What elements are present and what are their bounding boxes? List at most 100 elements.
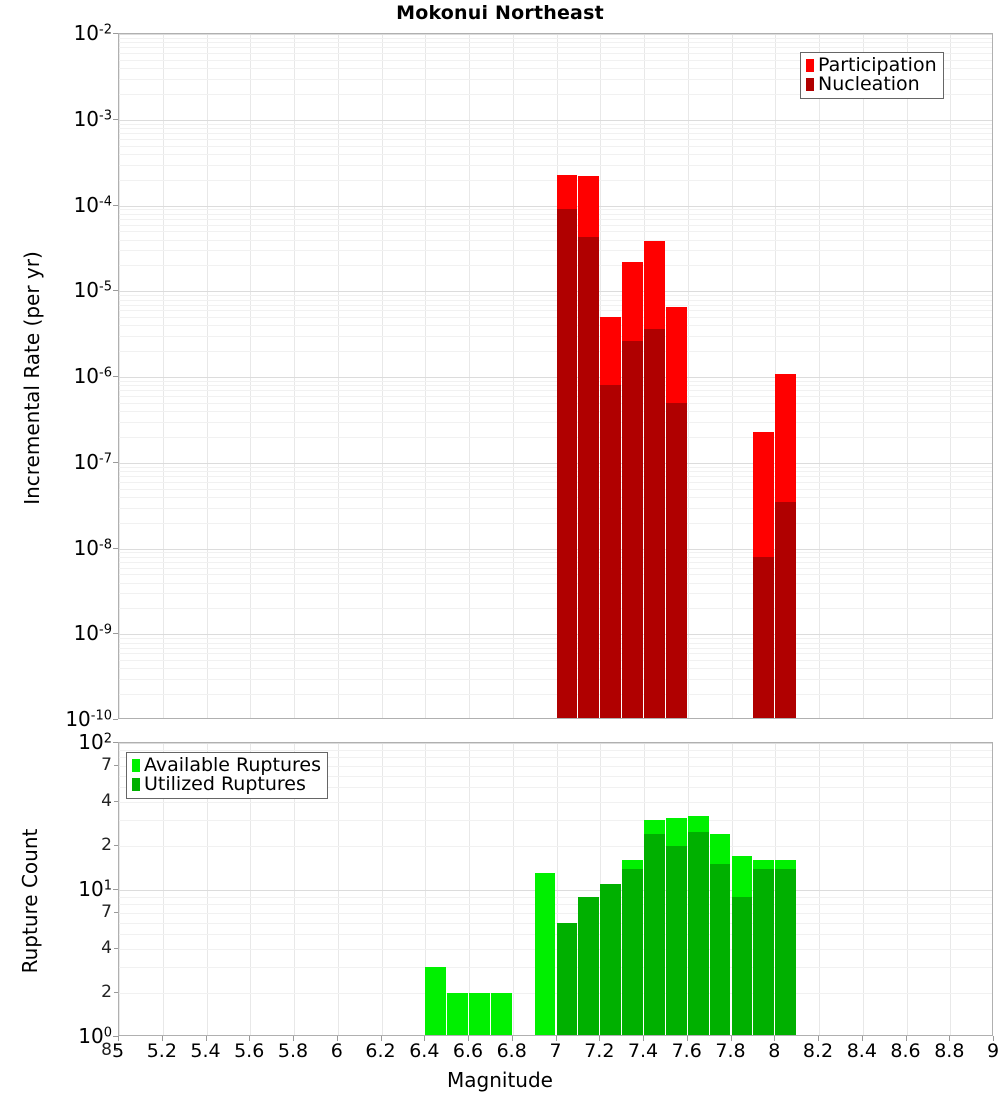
y-axis-tick-label: 10-4	[73, 192, 112, 217]
gridline-horizontal-minor	[119, 47, 992, 49]
legend-label: Available Ruptures	[144, 754, 321, 776]
y-axis-tick-label: 10-7	[73, 449, 112, 474]
bottom-legend-item: Available Ruptures	[132, 756, 321, 775]
y-tickmark	[113, 33, 118, 34]
incremental-rate-panel	[118, 33, 993, 719]
bar-nucleation	[578, 236, 600, 718]
x-axis-tick-label: 6	[330, 1040, 343, 1062]
y-tickmark	[113, 719, 118, 720]
y-axis-tick-label: 10-8	[73, 535, 112, 560]
y-tickmark	[113, 290, 118, 292]
y-tickmark	[113, 1036, 118, 1037]
gridline-vertical	[469, 34, 470, 718]
gridline-horizontal-minor	[119, 380, 992, 382]
legend-swatch-icon	[132, 778, 140, 791]
gridline-horizontal-minor	[119, 787, 992, 789]
x-tickmark	[774, 1036, 776, 1041]
gridline-horizontal-minor	[119, 153, 992, 155]
gridline-horizontal-minor	[119, 436, 992, 438]
bar-utilized-ruptures	[687, 831, 709, 1035]
top-legend: Participation Nucleation	[800, 52, 944, 99]
y-tickmark-minor	[114, 800, 118, 802]
gridline-horizontal-minor	[119, 385, 992, 387]
gridline-horizontal-minor	[119, 402, 992, 404]
x-axis-tick-label: 7.8	[715, 1040, 746, 1062]
x-tickmark	[468, 1036, 469, 1041]
x-axis-tick-label: 6.2	[365, 1040, 396, 1062]
gridline-horizontal-minor	[119, 948, 992, 950]
gridline-horizontal-minor	[119, 476, 992, 477]
gridline-vertical	[512, 743, 514, 1035]
y-tickmark	[113, 118, 118, 120]
bar-nucleation	[665, 402, 687, 718]
x-tickmark	[730, 1036, 732, 1041]
gridline-horizontal-minor	[119, 845, 992, 847]
gridline-horizontal-minor	[119, 694, 992, 696]
x-tickmark	[818, 1036, 819, 1041]
gridline-horizontal-minor	[119, 351, 992, 353]
gridline-horizontal-minor	[119, 801, 992, 803]
gridline-vertical	[294, 34, 295, 718]
gridline-horizontal-minor	[119, 765, 992, 767]
gridline-horizontal-major	[119, 462, 992, 464]
gridline-horizontal-minor	[119, 819, 992, 821]
gridline-horizontal-minor	[119, 507, 992, 509]
gridline-horizontal-minor	[119, 966, 992, 968]
gridline-vertical	[206, 34, 208, 718]
gridline-horizontal-major	[119, 377, 992, 378]
gridline-horizontal-minor	[119, 608, 992, 610]
x-tickmark	[511, 1036, 513, 1041]
y-axis-tick-label: 102	[78, 730, 112, 754]
gridline-horizontal-minor	[119, 574, 992, 576]
x-tickmark	[993, 1036, 994, 1041]
gridline-horizontal-minor	[119, 42, 992, 44]
legend-swatch-icon	[806, 78, 814, 91]
y-axis-tick-label: 101	[78, 877, 112, 901]
y-tickmark	[113, 461, 118, 463]
top-legend-item: Nucleation	[806, 75, 937, 94]
y-axis-tick-label: 10-3	[73, 106, 112, 131]
y-tickmark-minor	[114, 947, 118, 949]
gridline-horizontal-minor	[119, 411, 992, 413]
gridline-horizontal-minor	[119, 561, 992, 563]
gridline-horizontal-minor	[119, 213, 992, 215]
x-tickmark	[599, 1036, 601, 1041]
gridline-horizontal-minor	[119, 992, 992, 994]
bar-available-ruptures	[447, 992, 468, 1035]
gridline-horizontal-minor	[119, 209, 992, 211]
gridline-vertical	[819, 34, 820, 718]
gridline-horizontal-major	[119, 119, 992, 121]
x-axis-label: Magnitude	[447, 1068, 553, 1092]
gridline-horizontal-major	[119, 34, 992, 35]
x-tickmark	[905, 1036, 907, 1041]
gridline-vertical	[337, 743, 339, 1035]
legend-swatch-icon	[132, 759, 140, 772]
gridline-horizontal-minor	[119, 488, 992, 490]
gridline-horizontal-minor	[119, 325, 992, 327]
gridline-horizontal-minor	[119, 123, 992, 125]
y-tickmark	[113, 204, 118, 206]
x-axis-tick-label: 8.4	[846, 1040, 877, 1062]
bar-nucleation	[753, 556, 775, 718]
gridline-horizontal-minor	[119, 145, 992, 147]
gridline-horizontal-minor	[119, 336, 992, 338]
y-axis-tick-label: 10-6	[73, 364, 112, 388]
x-axis-tick-label: 5.8	[277, 1040, 309, 1062]
gridline-horizontal-minor	[119, 68, 992, 70]
bar-available-ruptures	[469, 992, 490, 1035]
x-axis-tick-label: 6.4	[409, 1040, 440, 1062]
bar-utilized-ruptures	[600, 883, 622, 1035]
x-tickmark	[686, 1036, 688, 1041]
gridline-horizontal-minor	[119, 653, 992, 655]
gridline-vertical	[119, 743, 120, 1035]
gridline-horizontal-minor	[119, 390, 992, 392]
gridline-horizontal-minor	[119, 250, 992, 252]
gridline-horizontal-minor	[119, 567, 992, 569]
gridline-horizontal-minor	[119, 775, 992, 777]
x-axis-tick-label: 7.4	[627, 1040, 659, 1062]
gridline-horizontal-minor	[119, 647, 992, 649]
y-tickmark	[113, 742, 118, 743]
bar-utilized-ruptures	[665, 845, 687, 1035]
bar-available-ruptures	[534, 873, 556, 1035]
